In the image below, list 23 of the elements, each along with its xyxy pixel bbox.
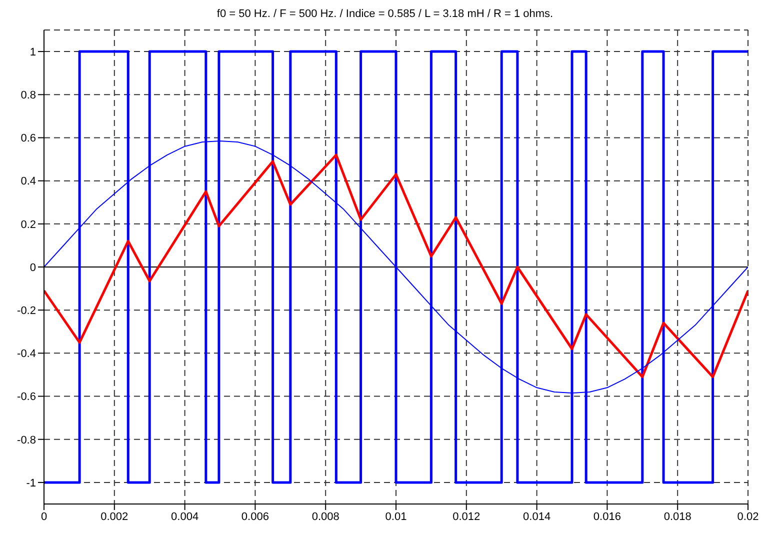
x-tick-label: 0.016 bbox=[593, 510, 621, 523]
x-tick-label: 0 bbox=[40, 510, 48, 523]
x-tick-label: 0.006 bbox=[241, 510, 269, 523]
y-tick-label: 0.2 bbox=[20, 218, 36, 231]
x-tick-label: 0.01 bbox=[385, 510, 407, 523]
y-tick-label: 0.4 bbox=[20, 176, 36, 188]
x-tick-label: 0.018 bbox=[664, 510, 692, 523]
x-tick-label: 0.012 bbox=[452, 510, 480, 523]
y-tick-label: -1 bbox=[26, 477, 36, 490]
chart-title: f0 = 50 Hz. / F = 500 Hz. / Indice = 0.585 / L = 3.18 mH / R = 1 ohms. bbox=[216, 8, 554, 22]
x-tick-label: 0.02 bbox=[737, 510, 759, 523]
x-tick-label: 0.002 bbox=[100, 510, 128, 523]
y-tick-label: -0.2 bbox=[17, 304, 36, 317]
y-tick-label: -0.4 bbox=[17, 348, 36, 360]
y-tick-label: 0 bbox=[30, 262, 36, 274]
y-tick-label: -0.6 bbox=[17, 391, 36, 404]
y-tick-label: 0.8 bbox=[20, 90, 36, 102]
y-tick-label: 1 bbox=[30, 46, 36, 58]
y-tick-label: 0.6 bbox=[20, 132, 36, 145]
x-tick-label: 0.014 bbox=[523, 510, 551, 523]
y-tick-label: -0.8 bbox=[17, 434, 36, 446]
x-tick-label: 0.004 bbox=[171, 510, 199, 523]
x-tick-label: 0.008 bbox=[312, 510, 340, 523]
